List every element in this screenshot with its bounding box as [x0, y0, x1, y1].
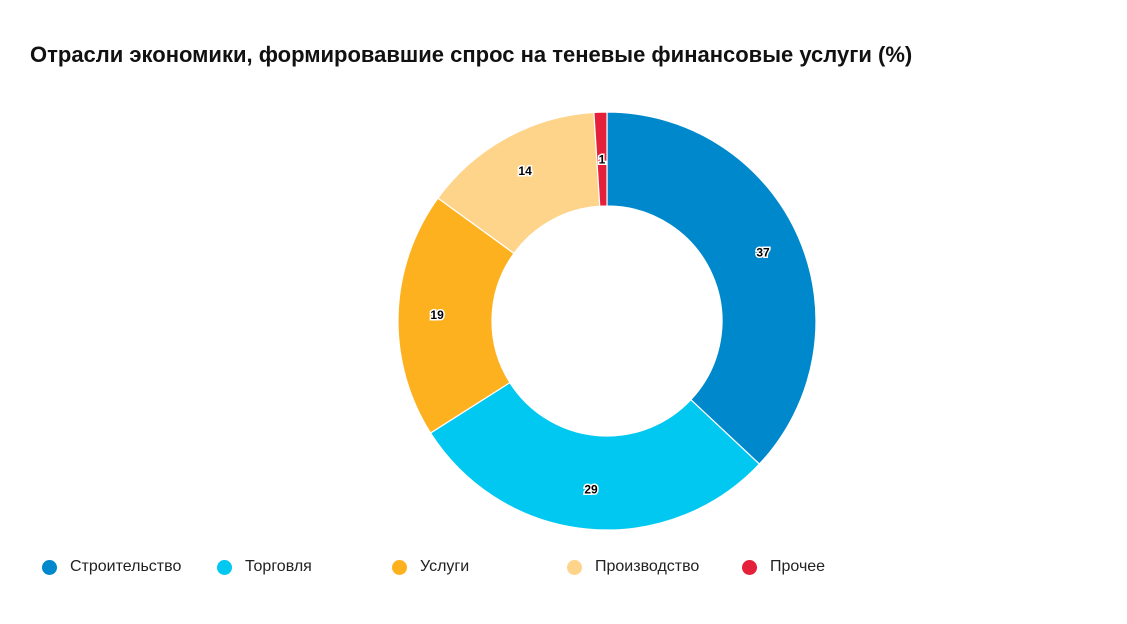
legend-item[interactable]: Услуги — [392, 558, 469, 576]
legend-label: Услуги — [420, 558, 470, 575]
data-label: 19 — [430, 308, 444, 322]
legend-item[interactable]: Производство — [567, 558, 699, 576]
legend-label: Производство — [595, 558, 700, 575]
data-label: 14 — [518, 164, 532, 178]
donut-slice-0[interactable] — [606, 111, 817, 465]
data-label: 1 — [599, 152, 606, 166]
legend-marker — [42, 559, 57, 575]
legend-item[interactable]: Прочее — [742, 558, 825, 576]
chart-title: Отрасли экономики, формировавшие спрос н… — [30, 42, 913, 67]
legend-label: Строительство — [70, 558, 182, 575]
data-label: 29 — [584, 482, 598, 496]
donut-slice-4[interactable] — [593, 111, 608, 207]
legend-marker — [392, 559, 407, 575]
legend-item[interactable]: Торговля — [217, 558, 312, 576]
legend-label: Торговля — [245, 558, 312, 575]
legend-item[interactable]: Строительство — [42, 558, 181, 576]
data-label: 37 — [756, 246, 770, 260]
donut-slice-2[interactable] — [397, 197, 515, 434]
legend-marker — [217, 559, 232, 575]
legend-label: Прочее — [770, 558, 826, 575]
donut-slice-1[interactable] — [429, 381, 761, 531]
legend-marker — [742, 559, 757, 575]
legend-marker — [567, 559, 582, 575]
